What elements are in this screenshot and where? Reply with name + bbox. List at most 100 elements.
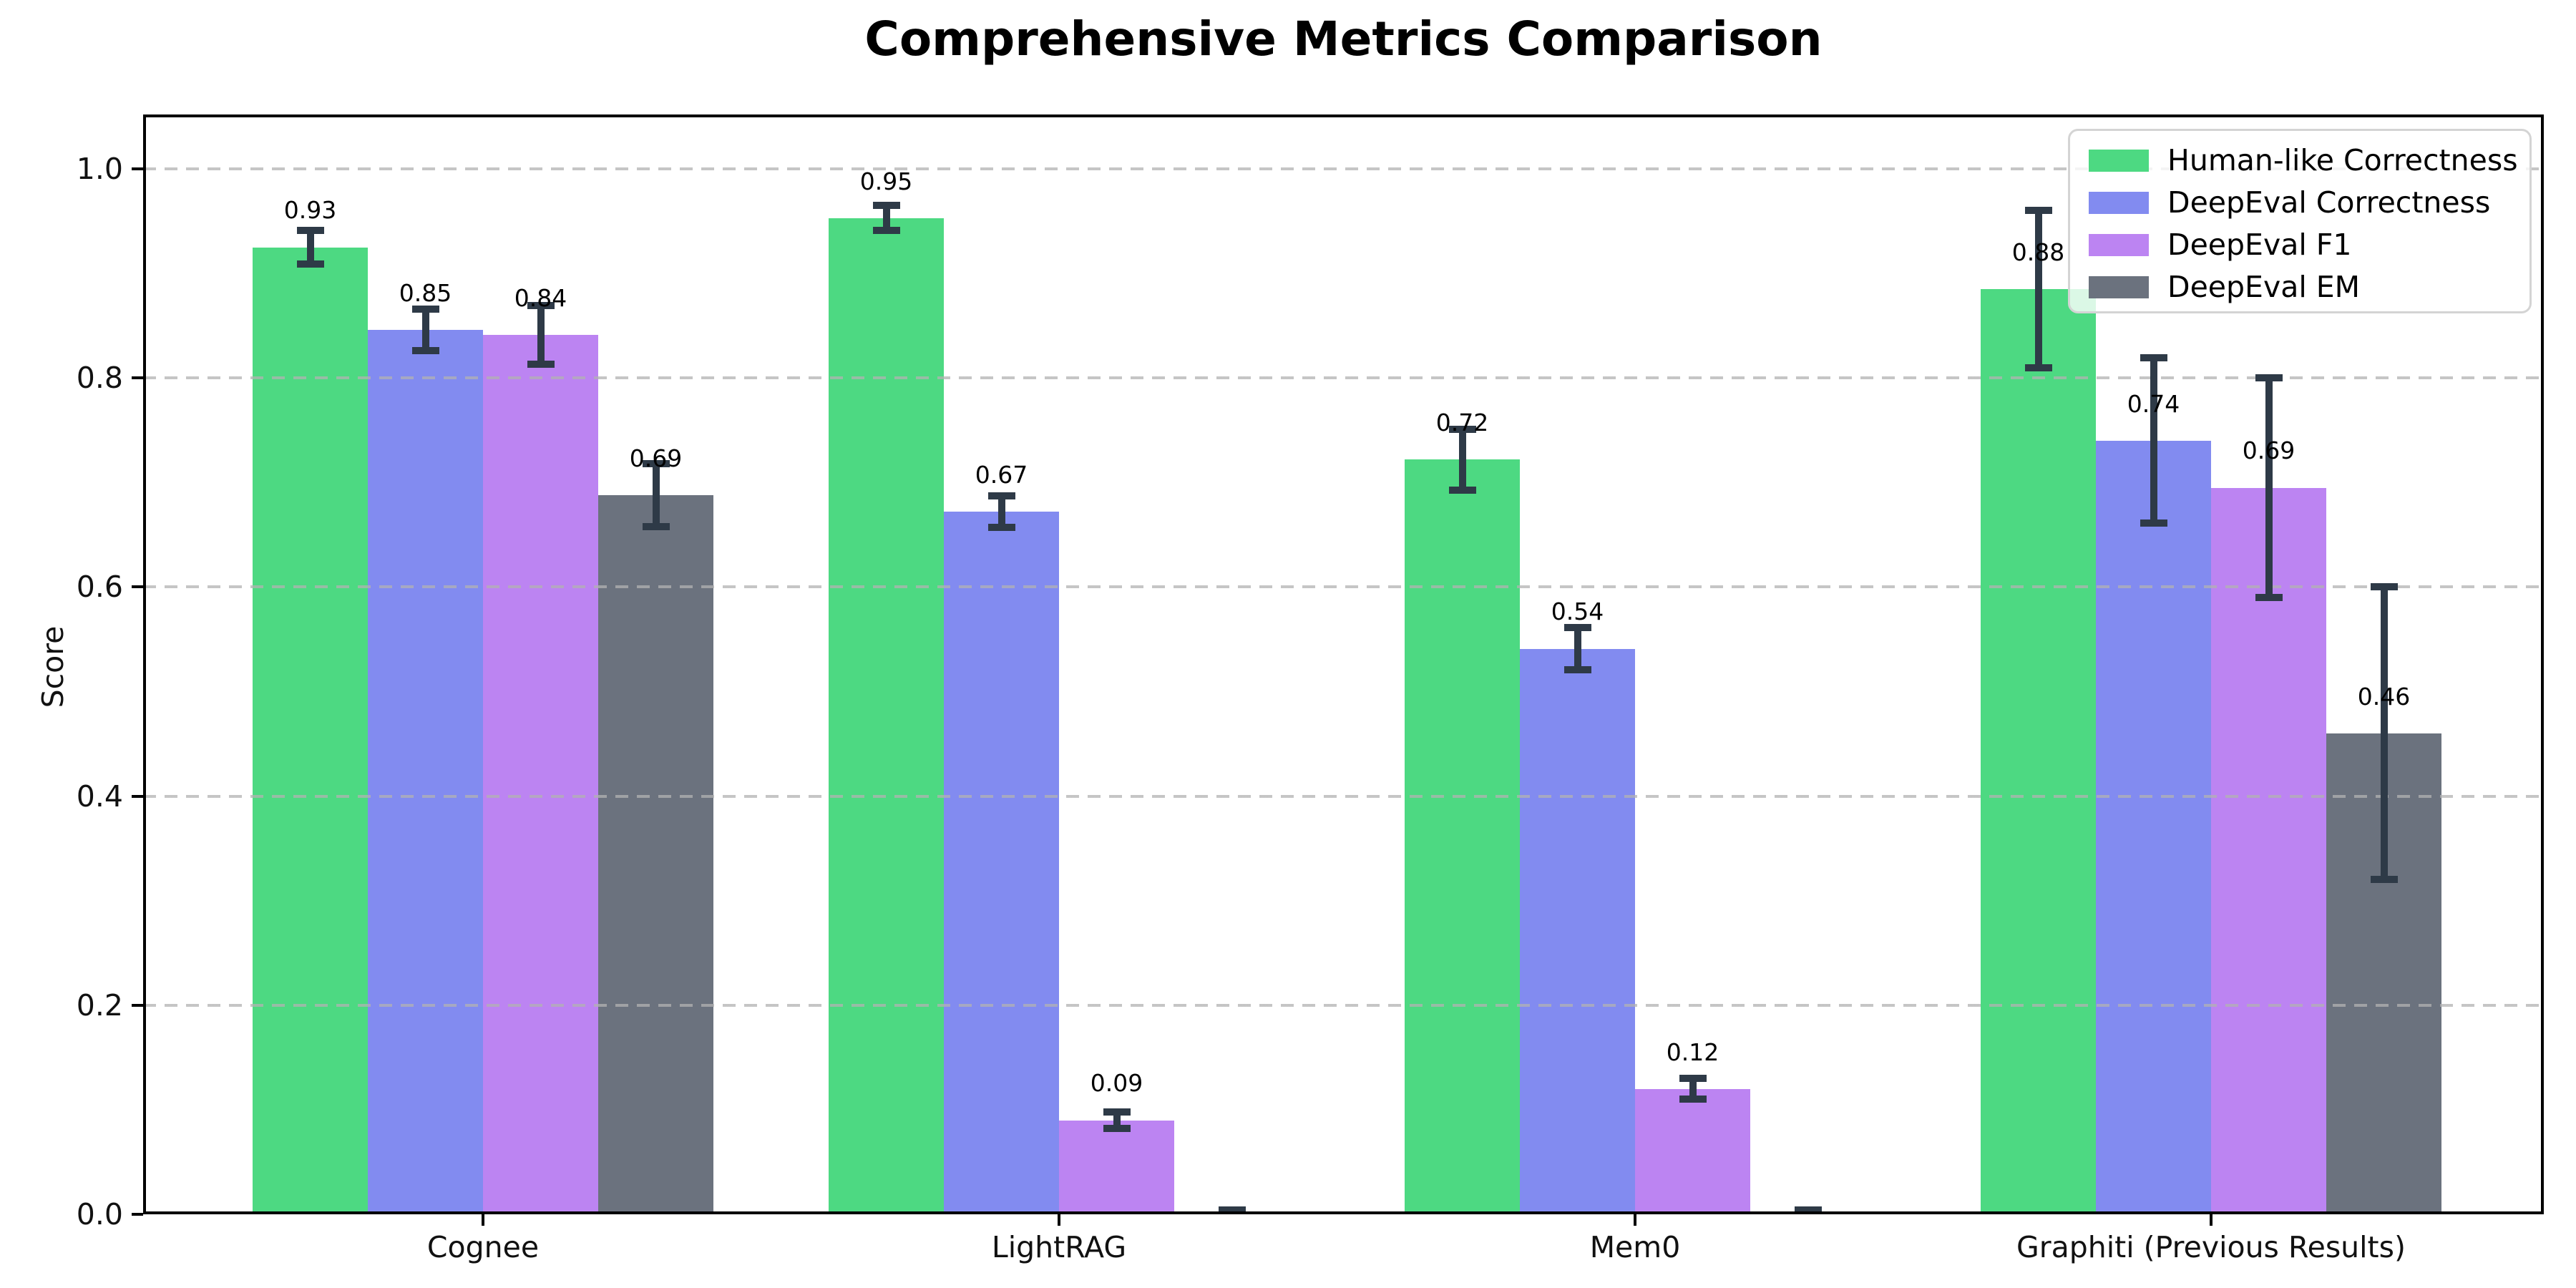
error-cap-bottom-human-like-correctness-lightrag [872, 227, 900, 235]
error-bar-human-like-correctness-lightrag [882, 205, 890, 231]
error-cap-bottom-human-like-correctness-mem0 [1448, 486, 1476, 494]
bar-deepeval-em-cognee [598, 494, 713, 1214]
error-cap-top-deepeval-correctness-cognee [411, 305, 439, 313]
error-cap-bottom-deepeval-em-cognee [642, 522, 670, 530]
value-label-deepeval-correctness-lightrag: 0.67 [975, 461, 1028, 489]
error-bar-human-like-correctness-mem0 [1458, 429, 1466, 490]
y-tick-label-0.8: 0.8 [76, 361, 123, 396]
error-cap-top-deepeval-em-cognee [642, 460, 670, 467]
y-tick-label-0.4: 0.4 [76, 779, 123, 814]
error-cap-bottom-deepeval-correctness-graphiti-previous-results [2140, 519, 2167, 527]
error-bar-deepeval-correctness-cognee [421, 308, 429, 351]
bar-human-like-correctness-mem0 [1405, 459, 1520, 1214]
legend-swatch-human-like-correctness [2089, 149, 2149, 172]
error-cap-top-human-like-correctness-mem0 [1448, 425, 1476, 433]
error-cap-top-deepeval-correctness-graphiti-previous-results [2140, 354, 2167, 362]
error-cap-top-deepeval-correctness-mem0 [1563, 624, 1591, 632]
legend-swatch-deepeval-correctness [2089, 191, 2149, 214]
error-bar-deepeval-f1-lightrag [1113, 1111, 1121, 1129]
gridline-0.4 [143, 794, 2544, 798]
value-label-deepeval-f1-mem0: 0.12 [1666, 1038, 1719, 1066]
error-cap-bottom-deepeval-f1-lightrag [1103, 1125, 1131, 1133]
legend: Human-like Correctness DeepEval Correctne… [2068, 129, 2532, 313]
legend-label-deepeval-em: DeepEval EM [2167, 270, 2361, 304]
gridline-0.6 [143, 585, 2544, 589]
bar-deepeval-f1-graphiti-previous-results [2211, 487, 2326, 1214]
error-cap-top-deepeval-f1-mem0 [1679, 1075, 1707, 1083]
legend-item-deepeval-correctness: DeepEval Correctness [2089, 182, 2529, 223]
error-bar-deepeval-correctness-graphiti-previous-results [2150, 358, 2157, 524]
bar-deepeval-f1-lightrag [1059, 1120, 1174, 1214]
error-cap-bottom-human-like-correctness-cognee [296, 260, 324, 268]
x-tick-mark-lightrag [1058, 1214, 1060, 1226]
y-tick-label-0.0: 0.0 [76, 1197, 123, 1231]
bar-deepeval-correctness-graphiti-previous-results [2096, 440, 2211, 1214]
legend-label-deepeval-f1: DeepEval F1 [2167, 228, 2352, 262]
y-tick-mark-0.2 [132, 1003, 143, 1007]
error-cap-top-deepeval-em-mem0 [1794, 1206, 1822, 1214]
bar-deepeval-correctness-mem0 [1520, 648, 1635, 1214]
y-tick-mark-1.0 [132, 167, 143, 170]
value-label-human-like-correctness-mem0: 0.72 [1435, 409, 1489, 437]
x-tick-label-graphiti-previous-results: Graphiti (Previous Results) [2016, 1230, 2406, 1264]
legend-swatch-deepeval-em [2089, 275, 2149, 298]
x-tick-label-lightrag: LightRAG [991, 1230, 1127, 1264]
legend-label-deepeval-correctness: DeepEval Correctness [2167, 185, 2491, 220]
value-label-human-like-correctness-graphiti-previous-results: 0.88 [2011, 238, 2065, 266]
y-tick-mark-0.0 [132, 1213, 143, 1216]
error-bar-human-like-correctness-graphiti-previous-results [2034, 210, 2042, 368]
error-cap-top-deepeval-correctness-lightrag [987, 492, 1015, 500]
value-label-deepeval-f1-graphiti-previous-results: 0.69 [2242, 436, 2296, 465]
error-cap-top-deepeval-em-lightrag [1218, 1206, 1246, 1214]
error-cap-top-deepeval-em-graphiti-previous-results [2370, 583, 2398, 591]
error-bar-deepeval-em-graphiti-previous-results [2380, 587, 2388, 880]
error-cap-top-human-like-correctness-lightrag [872, 202, 900, 210]
error-cap-top-human-like-correctness-cognee [296, 227, 324, 235]
value-label-deepeval-f1-lightrag: 0.09 [1090, 1069, 1143, 1098]
x-tick-mark-cognee [482, 1214, 484, 1226]
error-cap-bottom-deepeval-f1-graphiti-previous-results [2255, 594, 2283, 601]
y-tick-mark-0.4 [132, 794, 143, 798]
error-cap-bottom-deepeval-f1-cognee [527, 361, 555, 369]
y-tick-label-1.0: 1.0 [76, 152, 123, 186]
error-bar-deepeval-f1-cognee [537, 306, 545, 365]
y-tick-mark-0.6 [132, 585, 143, 589]
legend-item-deepeval-f1: DeepEval F1 [2089, 224, 2529, 265]
error-cap-bottom-deepeval-correctness-mem0 [1563, 665, 1591, 673]
bar-deepeval-f1-cognee [483, 335, 598, 1214]
x-tick-label-mem0: Mem0 [1589, 1230, 1681, 1264]
error-bar-human-like-correctness-cognee [306, 230, 314, 264]
error-cap-bottom-deepeval-f1-mem0 [1679, 1096, 1707, 1103]
error-bar-deepeval-em-cognee [652, 464, 660, 527]
value-label-deepeval-correctness-graphiti-previous-results: 0.74 [2127, 389, 2180, 418]
chart-title: Comprehensive Metrics Comparison [864, 11, 1823, 67]
value-label-deepeval-em-graphiti-previous-results: 0.46 [2357, 682, 2411, 711]
error-cap-bottom-human-like-correctness-graphiti-previous-results [2024, 364, 2052, 371]
error-cap-bottom-deepeval-em-graphiti-previous-results [2370, 876, 2398, 884]
value-label-deepeval-f1-cognee: 0.84 [514, 284, 567, 313]
value-label-deepeval-em-cognee: 0.69 [629, 444, 683, 472]
value-label-human-like-correctness-lightrag: 0.95 [859, 167, 913, 195]
bar-human-like-correctness-cognee [253, 247, 368, 1214]
value-label-deepeval-correctness-mem0: 0.54 [1551, 597, 1604, 626]
gridline-1.0 [143, 167, 2544, 170]
value-label-deepeval-correctness-cognee: 0.85 [399, 278, 452, 307]
error-cap-top-human-like-correctness-graphiti-previous-results [2024, 207, 2052, 215]
error-cap-bottom-deepeval-correctness-cognee [411, 347, 439, 355]
error-bar-deepeval-f1-mem0 [1689, 1078, 1697, 1100]
error-cap-top-deepeval-f1-lightrag [1103, 1108, 1131, 1116]
y-tick-mark-0.8 [132, 376, 143, 380]
legend-label-human-like-correctness: Human-like Correctness [2167, 143, 2518, 177]
y-axis-label: Score [36, 625, 70, 708]
y-tick-label-0.6: 0.6 [76, 570, 123, 605]
error-cap-top-deepeval-f1-graphiti-previous-results [2255, 374, 2283, 382]
bar-human-like-correctness-graphiti-previous-results [1981, 289, 2096, 1214]
gridline-0.8 [143, 376, 2544, 380]
y-tick-label-0.2: 0.2 [76, 987, 123, 1023]
x-tick-mark-mem0 [1634, 1214, 1636, 1226]
error-cap-bottom-deepeval-correctness-lightrag [987, 524, 1015, 532]
x-tick-label-cognee: Cognee [426, 1230, 540, 1264]
legend-item-human-like-correctness: Human-like Correctness [2089, 140, 2529, 181]
legend-item-deepeval-em: DeepEval EM [2089, 266, 2529, 308]
value-label-human-like-correctness-cognee: 0.93 [283, 196, 337, 225]
